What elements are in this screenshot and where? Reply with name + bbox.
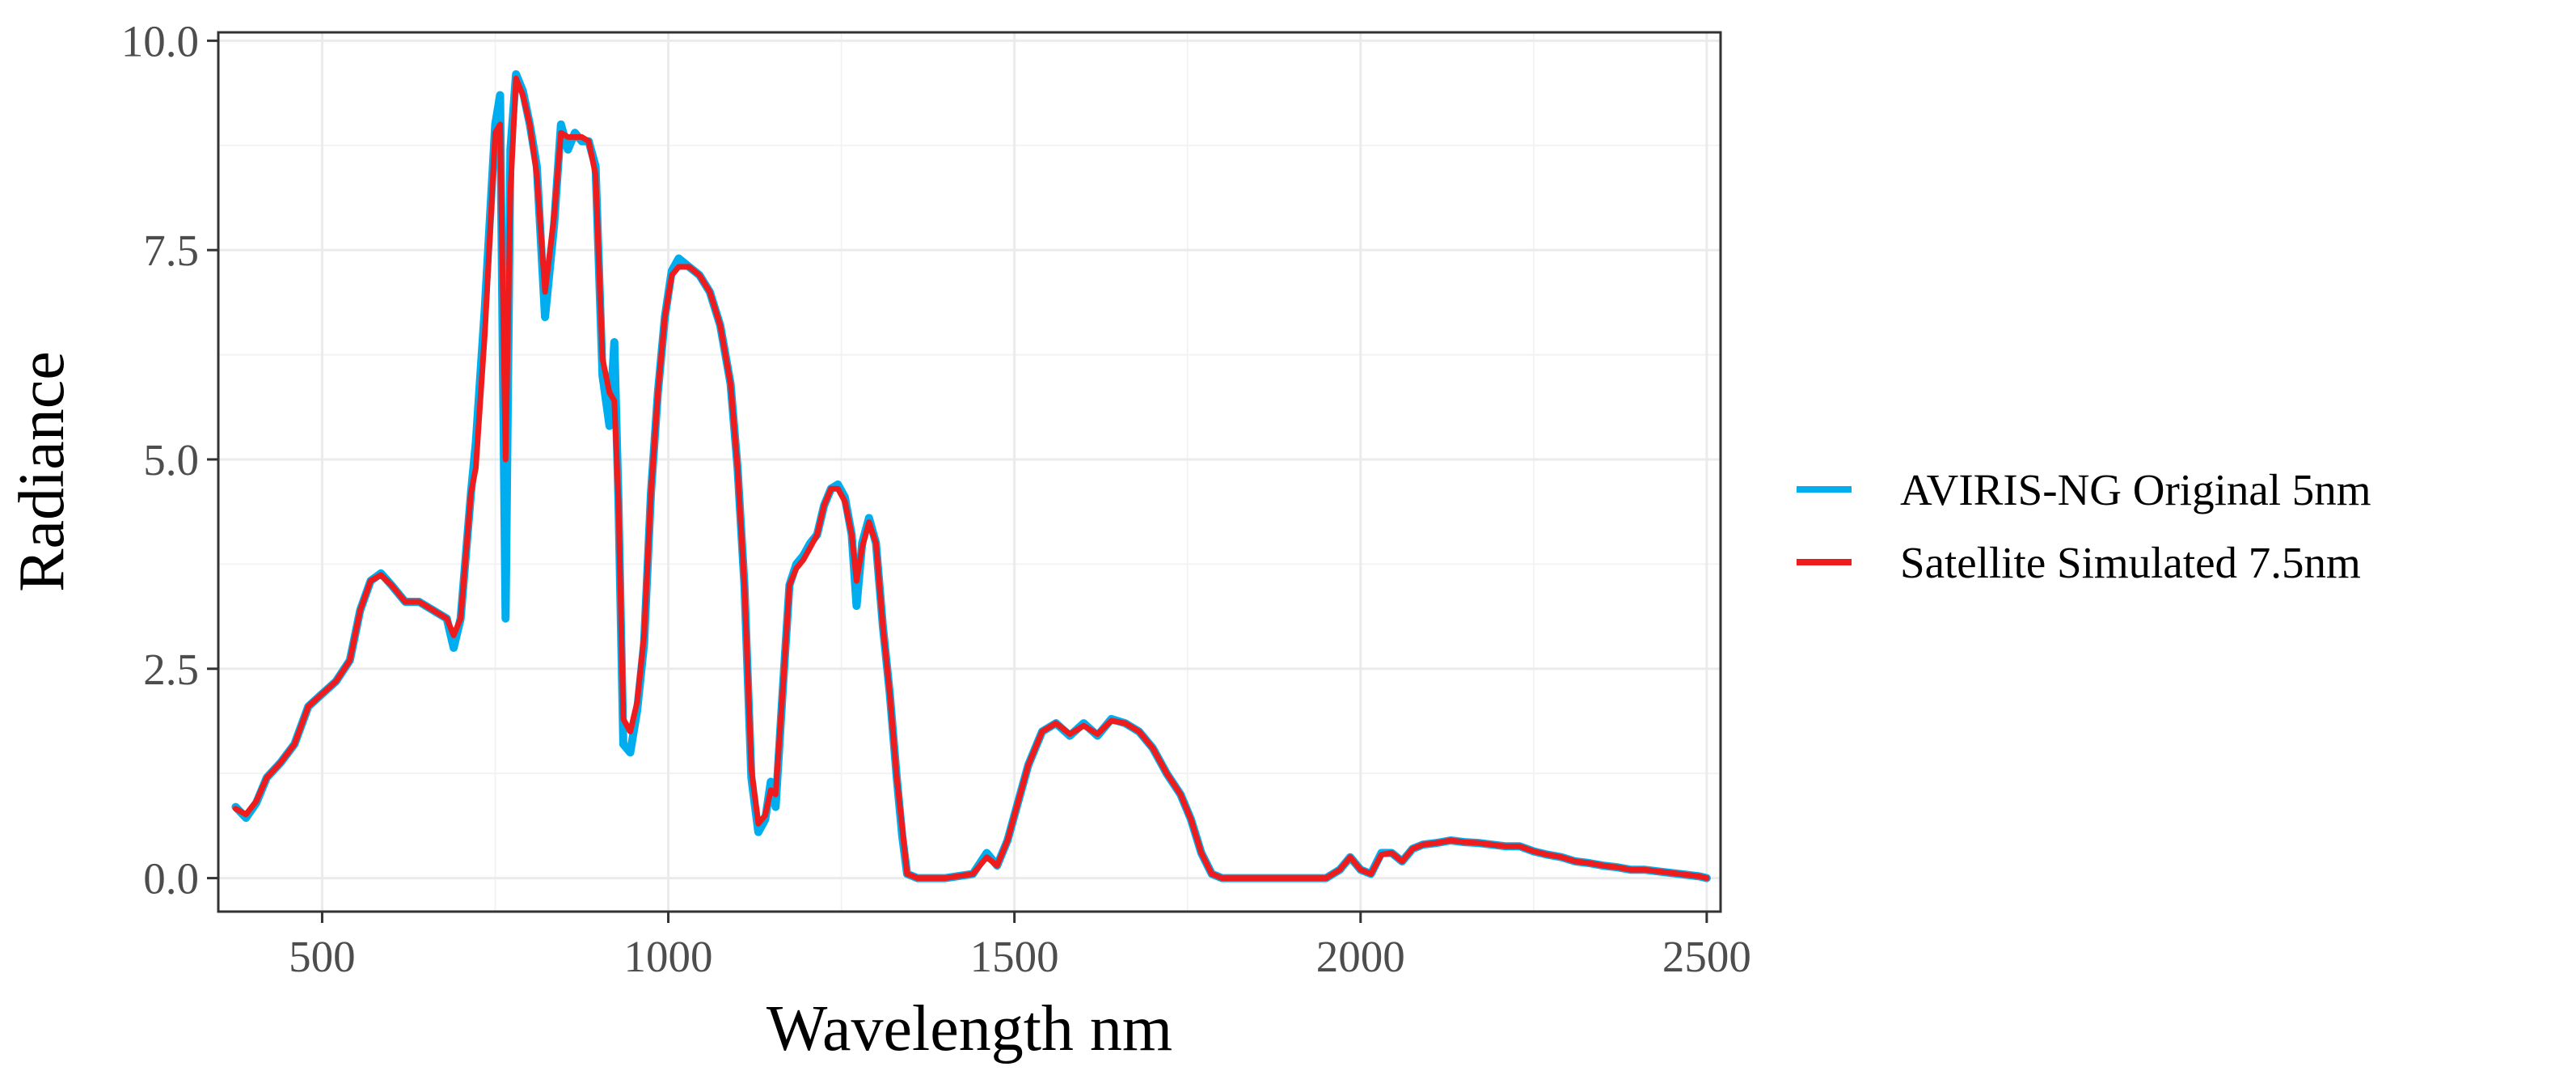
series-lines bbox=[231, 70, 1711, 882]
series-line-satellite bbox=[232, 75, 1710, 882]
legend-label-aviris: AVIRIS-NG Original 5nm bbox=[1900, 465, 2371, 514]
plot-border bbox=[217, 31, 1722, 913]
x-axis-ticks: 500 1000 1500 2000 2500 bbox=[289, 912, 1751, 981]
y-tick-label: 5.0 bbox=[143, 435, 199, 485]
x-tick-label: 2500 bbox=[1662, 932, 1751, 981]
x-tick-label: 2000 bbox=[1316, 932, 1405, 981]
legend-label-satellite: Satellite Simulated 7.5nm bbox=[1900, 538, 2361, 587]
x-tick-label: 1500 bbox=[970, 932, 1059, 981]
x-axis-title: Wavelength nm bbox=[766, 993, 1172, 1064]
y-tick-label: 7.5 bbox=[143, 226, 199, 275]
plot-panel bbox=[218, 32, 1721, 912]
y-axis-ticks: 0.0 2.5 5.0 7.5 10.0 bbox=[121, 16, 218, 904]
y-axis-title: Radiance bbox=[6, 351, 78, 592]
y-tick-label: 2.5 bbox=[143, 645, 199, 694]
legend: AVIRIS-NG Original 5nm Satellite Simulat… bbox=[1797, 465, 2371, 587]
y-tick-label: 10.0 bbox=[121, 16, 199, 66]
x-tick-label: 1000 bbox=[624, 932, 713, 981]
y-tick-label: 0.0 bbox=[143, 854, 199, 904]
x-tick-label: 500 bbox=[289, 932, 356, 981]
